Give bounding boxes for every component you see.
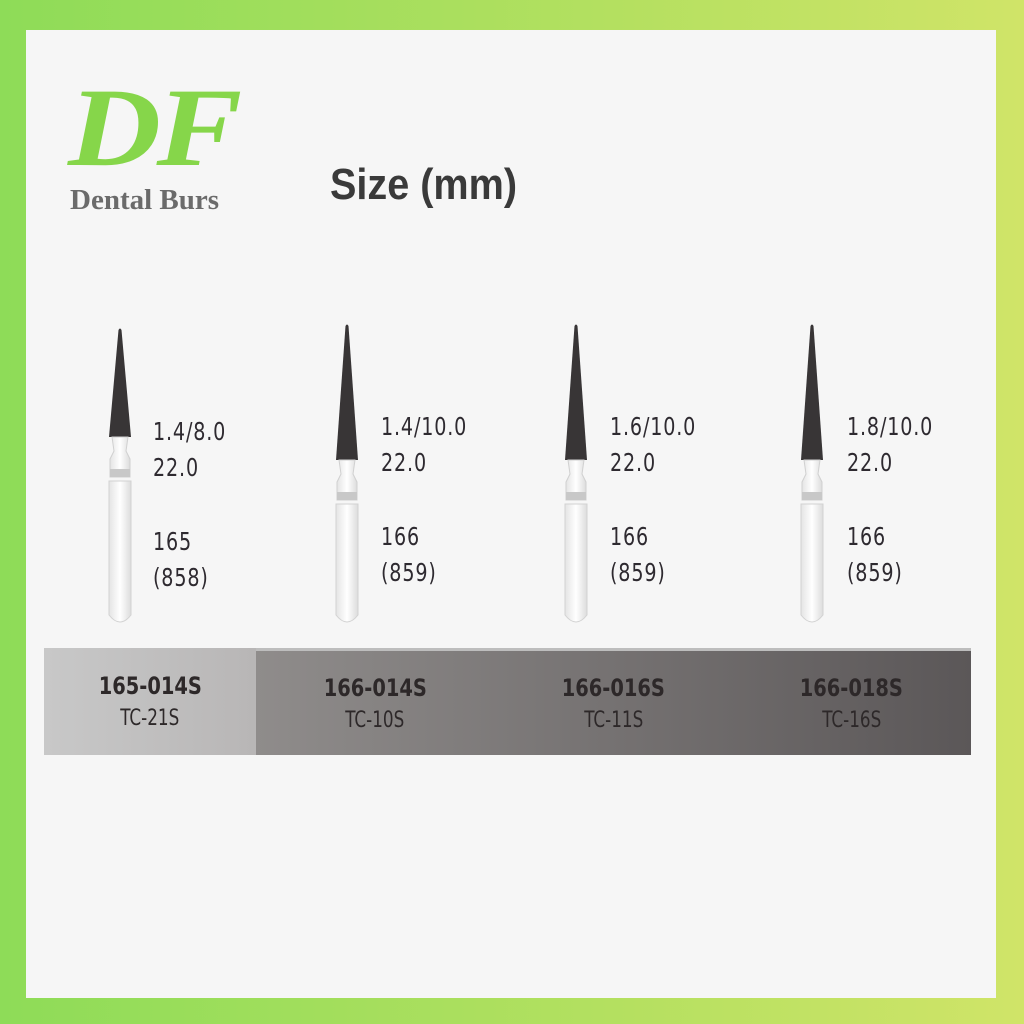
bur-spec: 1.4/10.0 22.0 166 (859) [381,409,467,591]
overall-length: 22.0 [847,448,893,477]
product-code: 166-014S [323,673,427,702]
bur-illustration [564,324,588,623]
page-title: Size (mm) [330,160,518,209]
bur-illustration [335,324,359,623]
bur-spec: 1.4/8.0 22.0 165 (858) [153,414,226,596]
code-cell: 165-014S TC-21S [44,648,256,755]
bur-illustration [108,328,132,623]
alt-number: (859) [381,558,437,587]
code-cell: 166-018S TC-16S [733,651,971,755]
head-size: 1.6/10.0 [610,412,697,441]
content-panel [26,30,996,998]
alt-number: (858) [153,563,209,592]
iso-number: 166 [610,522,650,551]
iso-number: 165 [153,527,193,556]
code-cell: 166-014S TC-10S [256,651,494,755]
bur-illustration [800,324,824,623]
alt-number: (859) [847,558,903,587]
iso-number: 166 [381,522,421,551]
bur-spec: 1.8/10.0 22.0 166 (859) [847,409,933,591]
tc-code: TC-16S [822,707,882,733]
alt-number: (859) [610,558,666,587]
product-code: 166-018S [800,673,904,702]
overall-length: 22.0 [610,448,656,477]
head-size: 1.4/8.0 [153,417,227,446]
product-code: 166-016S [561,673,666,702]
code-cell: 166-016S TC-11S [494,651,732,755]
code-band: 165-014S TC-21S 166-014S TC-10S 166-016S… [44,648,971,755]
head-size: 1.8/10.0 [847,412,934,441]
tc-code: TC-10S [345,707,405,733]
overall-length: 22.0 [153,453,199,482]
product-code: 165-014S [98,672,202,700]
tc-code: TC-11S [583,707,644,733]
logo-mark: DF [68,66,242,190]
head-size: 1.4/10.0 [381,412,468,441]
iso-number: 166 [847,522,887,551]
overall-length: 22.0 [381,448,427,477]
bur-spec: 1.6/10.0 22.0 166 (859) [610,409,696,591]
tc-code: TC-21S [120,706,180,731]
logo-subtitle: Dental Burs [70,184,220,216]
